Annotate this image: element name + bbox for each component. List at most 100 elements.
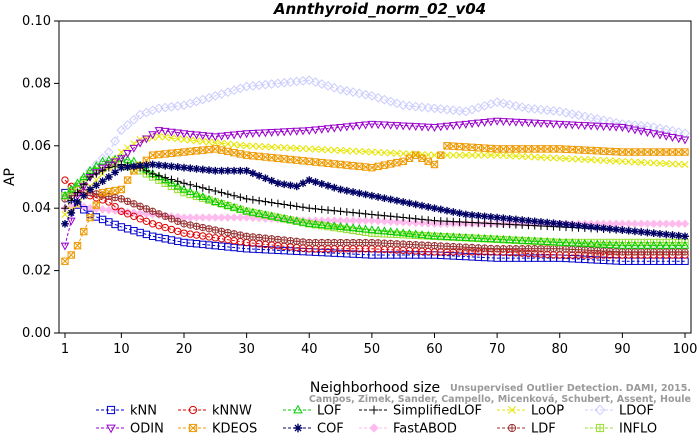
data-point [243,142,251,150]
data-point [573,110,584,121]
data-point [360,89,371,100]
data-point [385,96,396,107]
x-tick-label: 10 [113,342,130,357]
data-point [274,143,282,151]
data-point [368,238,376,247]
data-point [681,232,689,241]
data-point [512,245,520,253]
data-point [148,131,158,140]
data-point [67,251,75,259]
data-point [167,162,176,171]
data-point [154,127,164,136]
legend-item-knn: kNN [96,404,157,419]
data-point [448,232,458,241]
data-point [242,232,251,240]
data-point [368,191,376,200]
data-point [173,129,183,138]
x-tick-label: 60 [426,342,443,357]
data-point [467,233,477,242]
data-point [643,248,652,256]
data-point [292,127,302,136]
data-point [211,226,220,234]
data-point [374,239,382,247]
data-point [173,163,182,171]
data-point [249,142,257,150]
data-point [317,205,326,214]
data-point [336,207,345,216]
data-point [637,228,646,236]
y-tick-label: 0.02 [22,264,51,279]
data-point [342,222,352,231]
data-point [424,241,432,250]
data-point [411,214,420,223]
data-point [579,111,590,122]
data-point [230,148,238,157]
data-point [405,122,414,131]
data-point [655,219,665,229]
data-point [311,145,320,153]
data-point [386,217,395,226]
data-point [612,225,620,234]
data-point [442,232,452,240]
data-point [136,161,144,170]
legend-label: COF [317,422,344,434]
data-point [379,94,390,105]
data-point [299,157,307,165]
data-point [279,213,289,222]
data-point [330,146,338,154]
data-point [424,216,433,224]
data-point [649,229,658,237]
data-point [355,147,363,155]
data-point [261,174,270,183]
data-point [398,228,408,237]
data-point [311,204,320,213]
data-point [210,197,220,206]
data-point [73,241,82,250]
data-point [305,176,314,184]
data-point [280,236,288,244]
data-point [192,222,201,230]
data-point [198,132,208,141]
data-point [354,88,365,99]
data-point [136,202,144,211]
data-point [411,218,420,228]
data-point [392,98,402,109]
data-point [380,211,389,220]
data-point [606,247,614,255]
data-point [505,118,515,127]
data-point [599,123,608,132]
x-tick-label: 40 [301,342,318,357]
data-point [480,119,489,127]
data-point [192,189,201,198]
data-point [148,170,157,178]
data-point [680,219,690,229]
data-point [61,257,69,265]
data-point [98,164,107,173]
data-point [636,240,646,249]
data-point [355,189,364,198]
data-point [361,238,370,247]
data-point [167,225,176,234]
data-point [405,218,414,227]
data-point [499,245,508,253]
data-point [304,218,314,227]
legend-item-knnw: kNNW [178,404,252,419]
data-point [611,240,621,249]
data-point [567,238,577,247]
data-point [186,221,194,229]
data-point [205,225,213,233]
data-point [130,212,138,221]
data-point [675,148,683,156]
x-tick-label: 20 [176,342,193,357]
data-point [255,171,263,180]
data-point [455,121,464,130]
data-point [205,145,213,154]
data-point [531,153,539,161]
series-ldof [60,75,690,204]
data-point [323,220,333,229]
data-point [454,105,465,116]
data-point [161,133,169,141]
data-point [524,216,533,225]
data-point [336,185,345,194]
data-point [567,121,577,130]
